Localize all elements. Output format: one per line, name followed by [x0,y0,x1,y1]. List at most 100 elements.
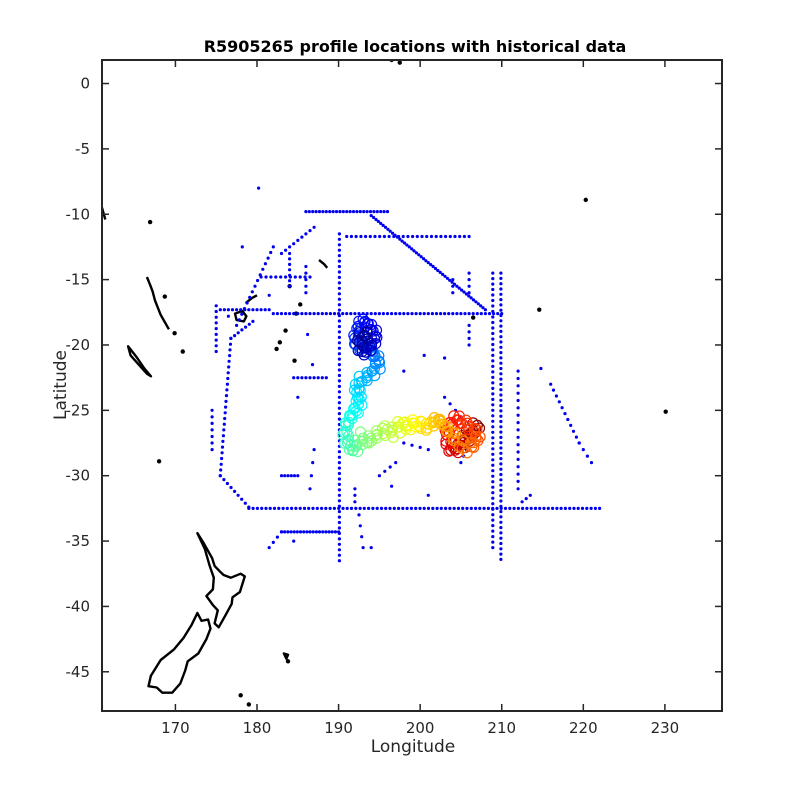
plot-area [102,60,668,707]
historical-profile-point [429,263,433,267]
historical-profile-point [337,520,341,525]
x-axis-label: Longitude [371,737,456,757]
historical-profile-point [512,506,516,510]
historical-profile-point [467,284,471,288]
float-profile-marker [361,375,373,387]
coastline-islet [470,315,476,320]
historical-profile-point [381,223,385,227]
historical-profile-point [251,506,255,510]
historical-profile-point [407,245,411,249]
historical-profile-point [483,312,487,316]
historical-profile-point [235,323,239,327]
historical-profile-point [337,335,341,339]
historical-profile-point [516,487,520,491]
historical-profile-point [469,506,473,510]
historical-profile-point [267,546,271,550]
historical-profile-point [337,243,341,247]
historical-profile-point [266,256,270,260]
historical-profile-point [459,461,463,465]
historical-profile-point [528,493,532,497]
historical-profile-point [491,524,495,528]
float-profile-marker [359,315,371,328]
float-profile-marker [349,402,361,414]
historical-profile-point [402,312,406,316]
historical-profile-point [499,467,503,471]
historical-profile-point [300,312,304,316]
historical-profile-point [337,559,341,563]
historical-profile-point [304,271,308,275]
y-tick-label: -45 [66,663,91,681]
float-profile-marker [360,346,372,358]
historical-profile-point [499,547,503,551]
historical-profile-point [499,372,503,376]
historical-profile-point [210,434,214,439]
historical-profile-point [474,506,478,510]
historical-profile-point [533,506,538,510]
historical-profile-point [247,506,251,510]
historical-profile-point [491,293,495,297]
historical-profile-point [491,277,495,281]
historical-profile-point [379,210,383,214]
historical-profile-point [499,425,503,429]
historical-profile-point [491,414,495,418]
historical-profile-point [418,506,422,510]
historical-profile-point [499,329,503,333]
historical-profile-point [331,210,335,214]
historical-profile-point [431,506,435,510]
historical-profile-point [311,461,315,465]
historical-profile-point [401,506,405,510]
historical-profile-point [495,506,499,510]
historical-profile-point [324,312,328,316]
historical-profile-point [471,298,476,302]
historical-profile-point [354,506,358,510]
historical-profile-point [461,506,465,510]
historical-profile-point [491,506,495,510]
historical-profile-point [460,288,464,292]
historical-profile-point [214,332,218,336]
historical-profile-point [418,445,422,449]
historical-profile-point [499,531,503,535]
historical-profile-point [337,406,341,410]
float-profile-marker [371,432,383,444]
historical-profile-point [426,493,430,497]
coastline-islet [156,459,162,464]
historical-profile-point [425,234,429,239]
historical-profile-point [292,474,297,478]
historical-profile-point [236,331,240,335]
float-profile-marker [381,423,393,435]
historical-profile-point [367,506,371,510]
historical-profile-point [214,309,218,314]
historical-profile-point [345,210,349,214]
float-profile-marker [352,445,364,458]
historical-profile-point [304,264,308,269]
historical-profile-point [467,336,471,340]
historical-profile-point [451,291,455,295]
historical-profile-point [283,530,287,534]
float-profile-marker [360,342,372,354]
historical-profile-point [284,248,288,252]
historical-profile-point [487,312,492,316]
historical-profile-point [420,234,424,239]
historical-profile-point [400,239,404,243]
historical-profile-point [337,270,341,274]
coastline-samoa [318,259,329,269]
historical-profile-point [491,447,495,451]
historical-profile-point [337,526,341,530]
historical-profile-point [598,506,602,510]
historical-profile-point [293,275,297,279]
historical-profile-point [458,234,462,239]
historical-profile-point [255,506,259,510]
coastline-islet [180,349,185,354]
historical-profile-point [499,414,503,418]
historical-profile-point [524,497,528,501]
historical-profile-point [392,506,396,510]
historical-profile-point [223,411,227,415]
historical-profile-point [560,406,564,410]
coastline-north-island [196,532,246,629]
historical-profile-point [491,337,495,341]
historical-profile-point [563,412,567,416]
historical-profile-point [210,428,214,432]
historical-profile-point [491,397,495,401]
historical-profile-point [221,439,225,443]
historical-profile-point [337,308,341,312]
